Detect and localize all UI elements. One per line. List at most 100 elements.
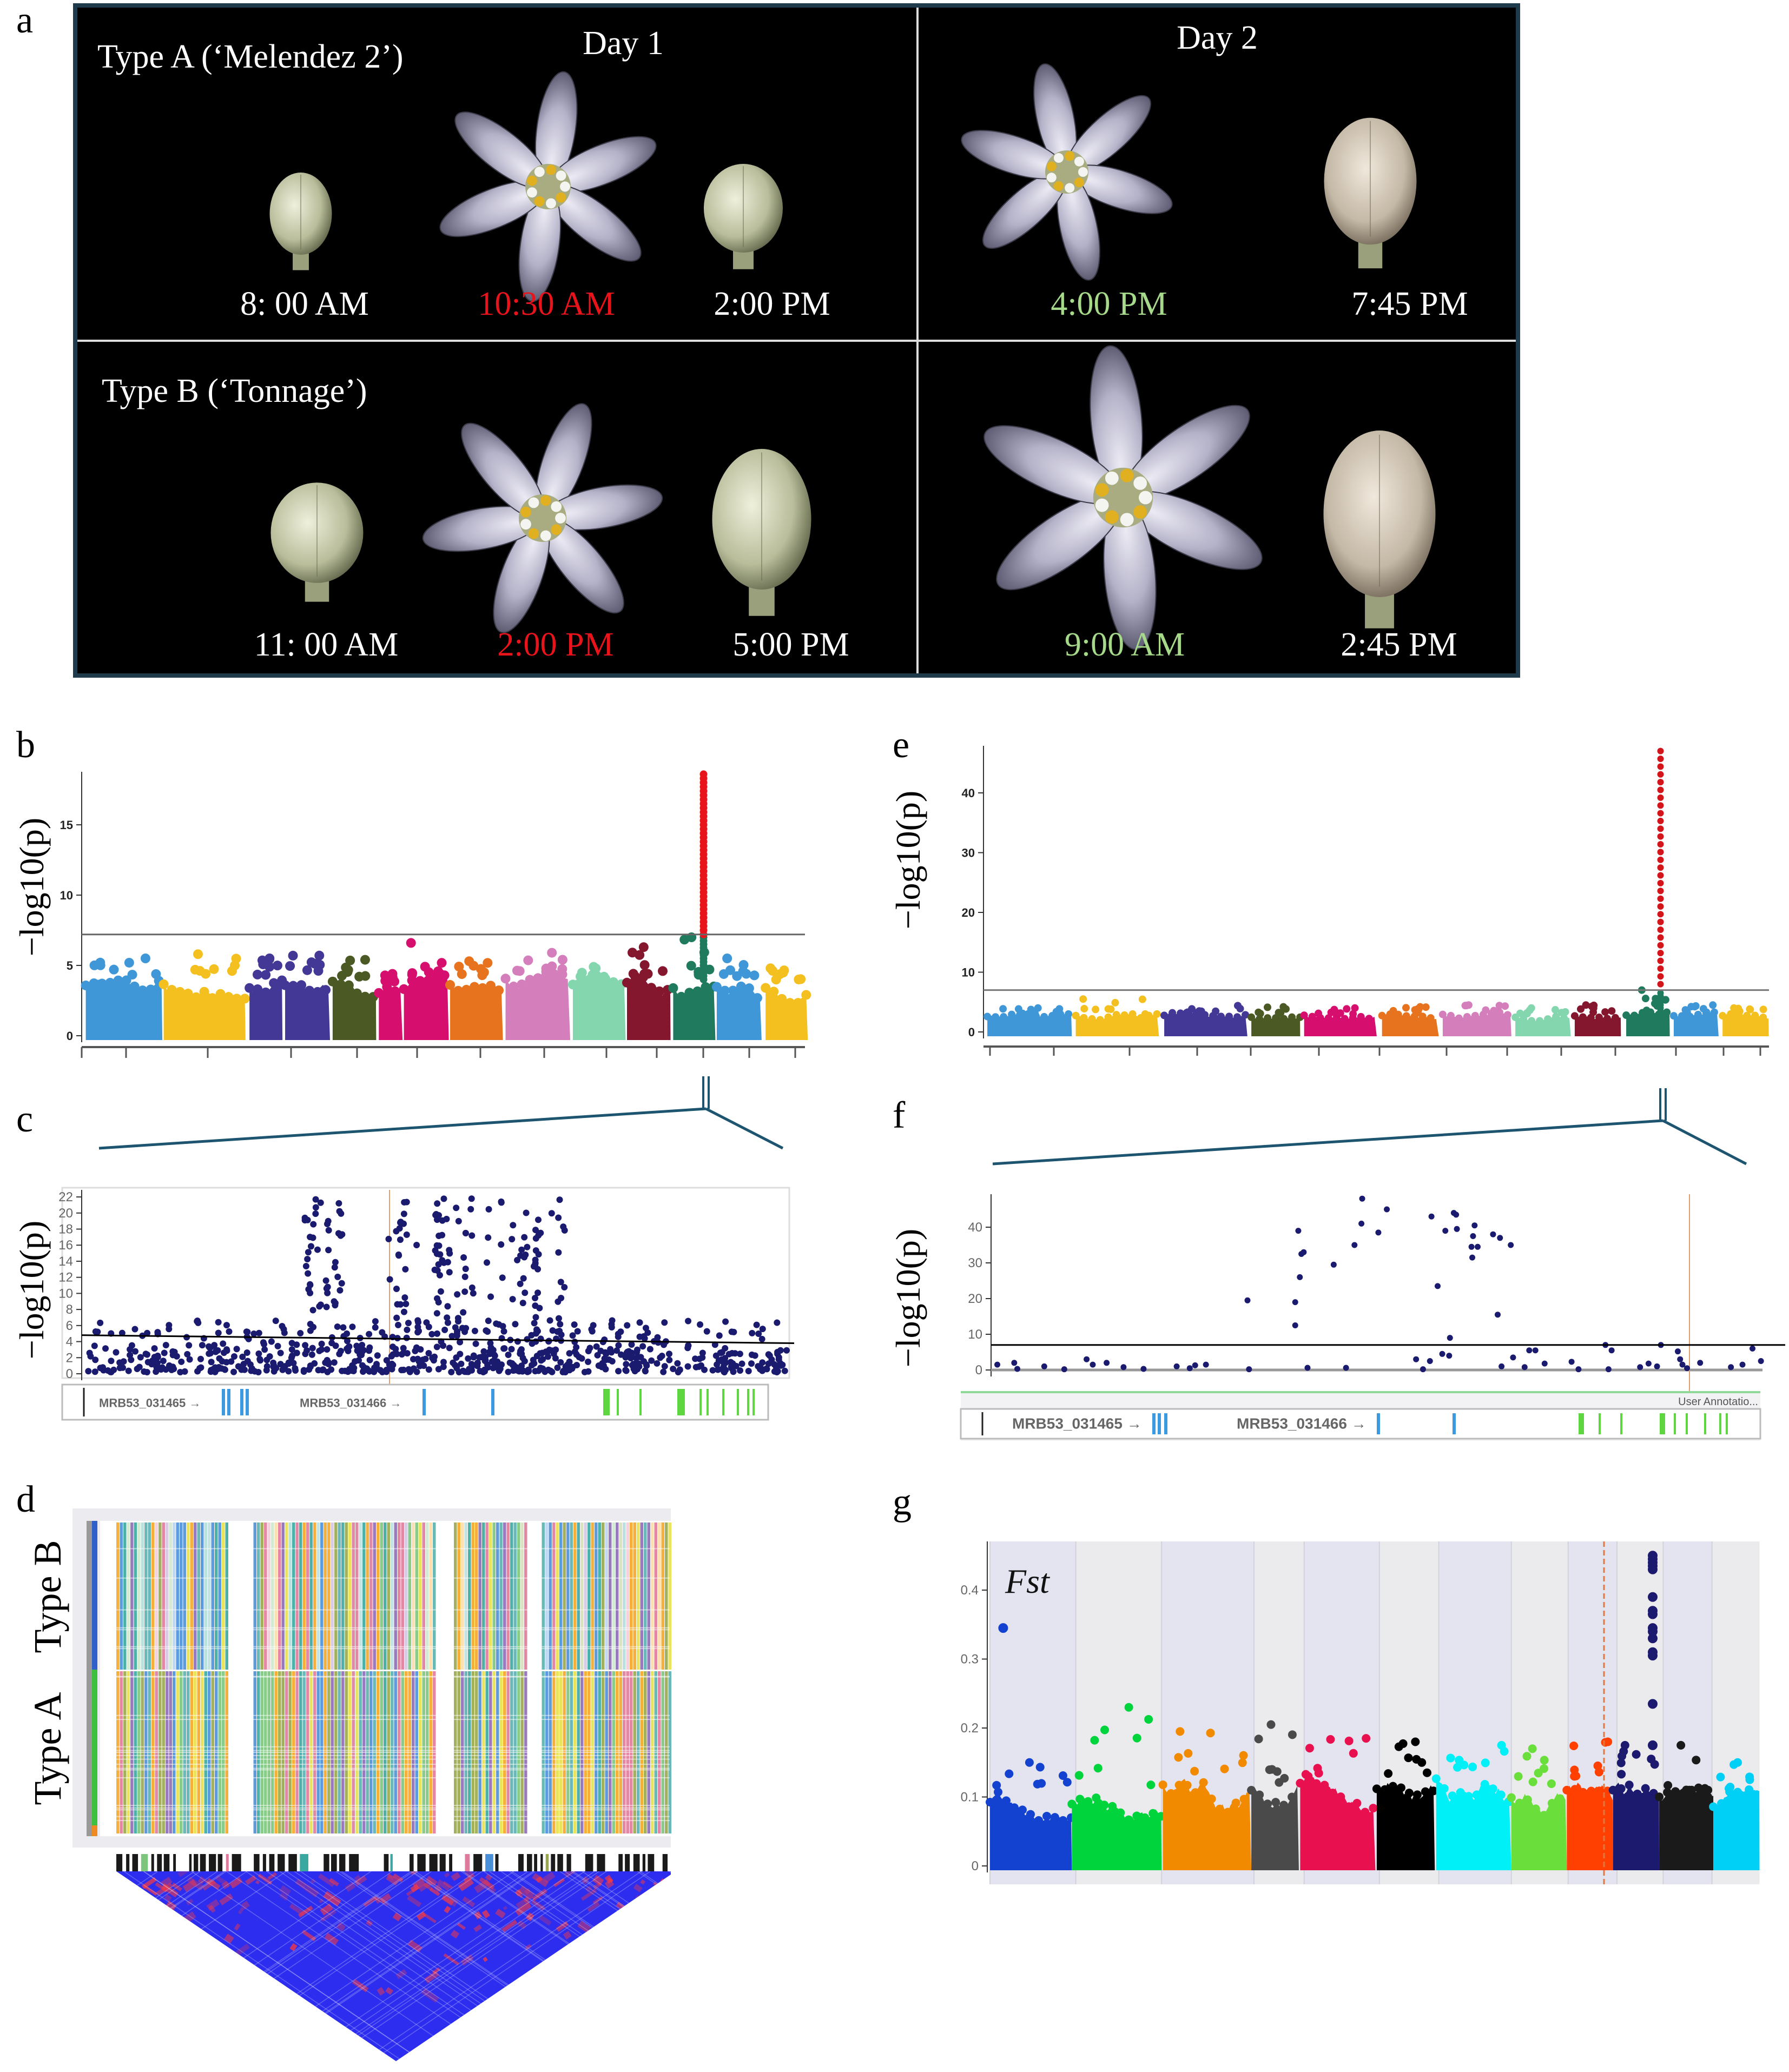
- snp-point: [1247, 1786, 1256, 1795]
- ld-cell-high: [310, 1878, 316, 1884]
- snp-point: [292, 1367, 299, 1374]
- haplotype-column-type-b: [299, 1522, 302, 1670]
- ld-cell-high: [437, 1879, 451, 1891]
- haplotype-column-type-b: [141, 1522, 144, 1670]
- snp-point: [335, 1200, 342, 1207]
- chromosome-point-cloud: [285, 984, 330, 1040]
- panel-label-d: d: [16, 1479, 35, 1520]
- snp-point: [630, 1361, 637, 1368]
- snp-point: [1447, 1335, 1453, 1341]
- stamen: [560, 181, 570, 192]
- snp-point: [1595, 1786, 1604, 1796]
- snp-point: [166, 1322, 173, 1329]
- significant-snp-point: [1657, 779, 1664, 786]
- snp-point: [587, 970, 598, 980]
- ld-cell-high: [267, 1872, 277, 1880]
- snp-point: [646, 983, 656, 993]
- snp-point: [521, 1234, 528, 1241]
- gene-label: MRB53_031465 →: [99, 1396, 201, 1410]
- snp-point: [1160, 1011, 1169, 1020]
- snp-point: [485, 1364, 492, 1371]
- snp-point: [622, 977, 632, 988]
- snp-point: [1320, 1780, 1329, 1790]
- snp-point: [661, 1363, 668, 1370]
- snp-point: [1000, 1013, 1008, 1021]
- y-tick-label: 10: [60, 889, 73, 902]
- snp-point: [307, 1243, 314, 1250]
- snp-point: [1440, 1784, 1449, 1793]
- significant-snp-point: [1657, 957, 1664, 964]
- ld-cell-high: [206, 1878, 221, 1890]
- y-tick-label: 15: [60, 818, 73, 832]
- snp-point: [719, 1365, 726, 1372]
- ld-cell-high: [352, 1979, 369, 1992]
- snp-point: [215, 1319, 222, 1326]
- snp-point: [248, 1365, 255, 1372]
- snp-point: [569, 1365, 576, 1372]
- snp-point: [318, 1346, 325, 1353]
- snp-point: [1372, 1784, 1381, 1793]
- snp-point: [321, 985, 331, 995]
- haplotype-column-type-b: [616, 1522, 619, 1670]
- snp-point: [485, 1234, 492, 1241]
- snp-point: [349, 1323, 356, 1330]
- snp-point: [1654, 1363, 1660, 1369]
- snp-point: [1617, 1770, 1626, 1779]
- ld-grid-line: [325, 1871, 607, 2061]
- snp-point: [1480, 1780, 1489, 1789]
- snp-point: [277, 1349, 284, 1356]
- snp-point: [263, 1367, 270, 1374]
- snp-point: [1421, 1787, 1430, 1796]
- snp-point: [1203, 1361, 1209, 1368]
- ld-cell-high: [564, 1871, 582, 1878]
- snp-point: [433, 1250, 440, 1257]
- snp-point: [270, 1368, 278, 1375]
- snp-point: [322, 1277, 329, 1284]
- exon-green: [1660, 1413, 1665, 1434]
- snp-point: [440, 1359, 447, 1366]
- snp-marker: [226, 1854, 229, 1871]
- snp-point: [992, 1013, 1000, 1021]
- significant-snp-point: [1657, 794, 1664, 801]
- snp-point: [244, 1358, 251, 1365]
- snp-point: [318, 1340, 325, 1347]
- snp-marker: [518, 1854, 524, 1871]
- snp-point: [178, 1358, 185, 1365]
- snp-point: [518, 1246, 525, 1253]
- snp-point: [1223, 1808, 1232, 1817]
- snp-point: [305, 985, 315, 996]
- haplotype-column-type-b: [563, 1522, 566, 1670]
- snp-point: [709, 1367, 716, 1374]
- snp-point: [1679, 1361, 1686, 1368]
- y-tick-label: 10: [58, 1286, 73, 1301]
- snp-point: [285, 1368, 292, 1375]
- snp-point: [197, 1355, 204, 1362]
- group-bar-other: [92, 1825, 97, 1836]
- snp-point: [1183, 1780, 1192, 1790]
- panel-label-b: b: [16, 724, 35, 766]
- ld-cell-high: [385, 1987, 394, 1995]
- chromosome-point-cloud: [716, 986, 762, 1040]
- ld-cell-high: [221, 1881, 230, 1890]
- haplotype-column-type-b: [257, 1522, 260, 1670]
- haplotype-column-type-b: [496, 1522, 499, 1670]
- snp-point: [343, 965, 353, 975]
- haplotype-column-type-b: [137, 1522, 141, 1670]
- ld-cell-high: [479, 1877, 495, 1890]
- snp-point: [302, 1263, 309, 1270]
- snp-point: [1733, 1788, 1742, 1797]
- snp-point: [777, 994, 787, 1004]
- snp-point: [532, 1247, 539, 1254]
- snp-point: [1065, 1010, 1073, 1018]
- row-ruler: [87, 1521, 92, 1836]
- snp-point: [395, 1321, 402, 1328]
- haplotype-column-type-b: [549, 1522, 552, 1670]
- snp-point: [1301, 1249, 1307, 1255]
- snp-point: [523, 955, 533, 965]
- haplotype-column-type-b: [556, 1522, 559, 1670]
- ld-cell-high: [626, 1912, 638, 1922]
- ld-cell-high: [474, 1911, 483, 1919]
- snp-point-max: [1176, 1727, 1185, 1736]
- snp-point: [446, 1345, 453, 1352]
- snp-point: [1116, 1808, 1125, 1817]
